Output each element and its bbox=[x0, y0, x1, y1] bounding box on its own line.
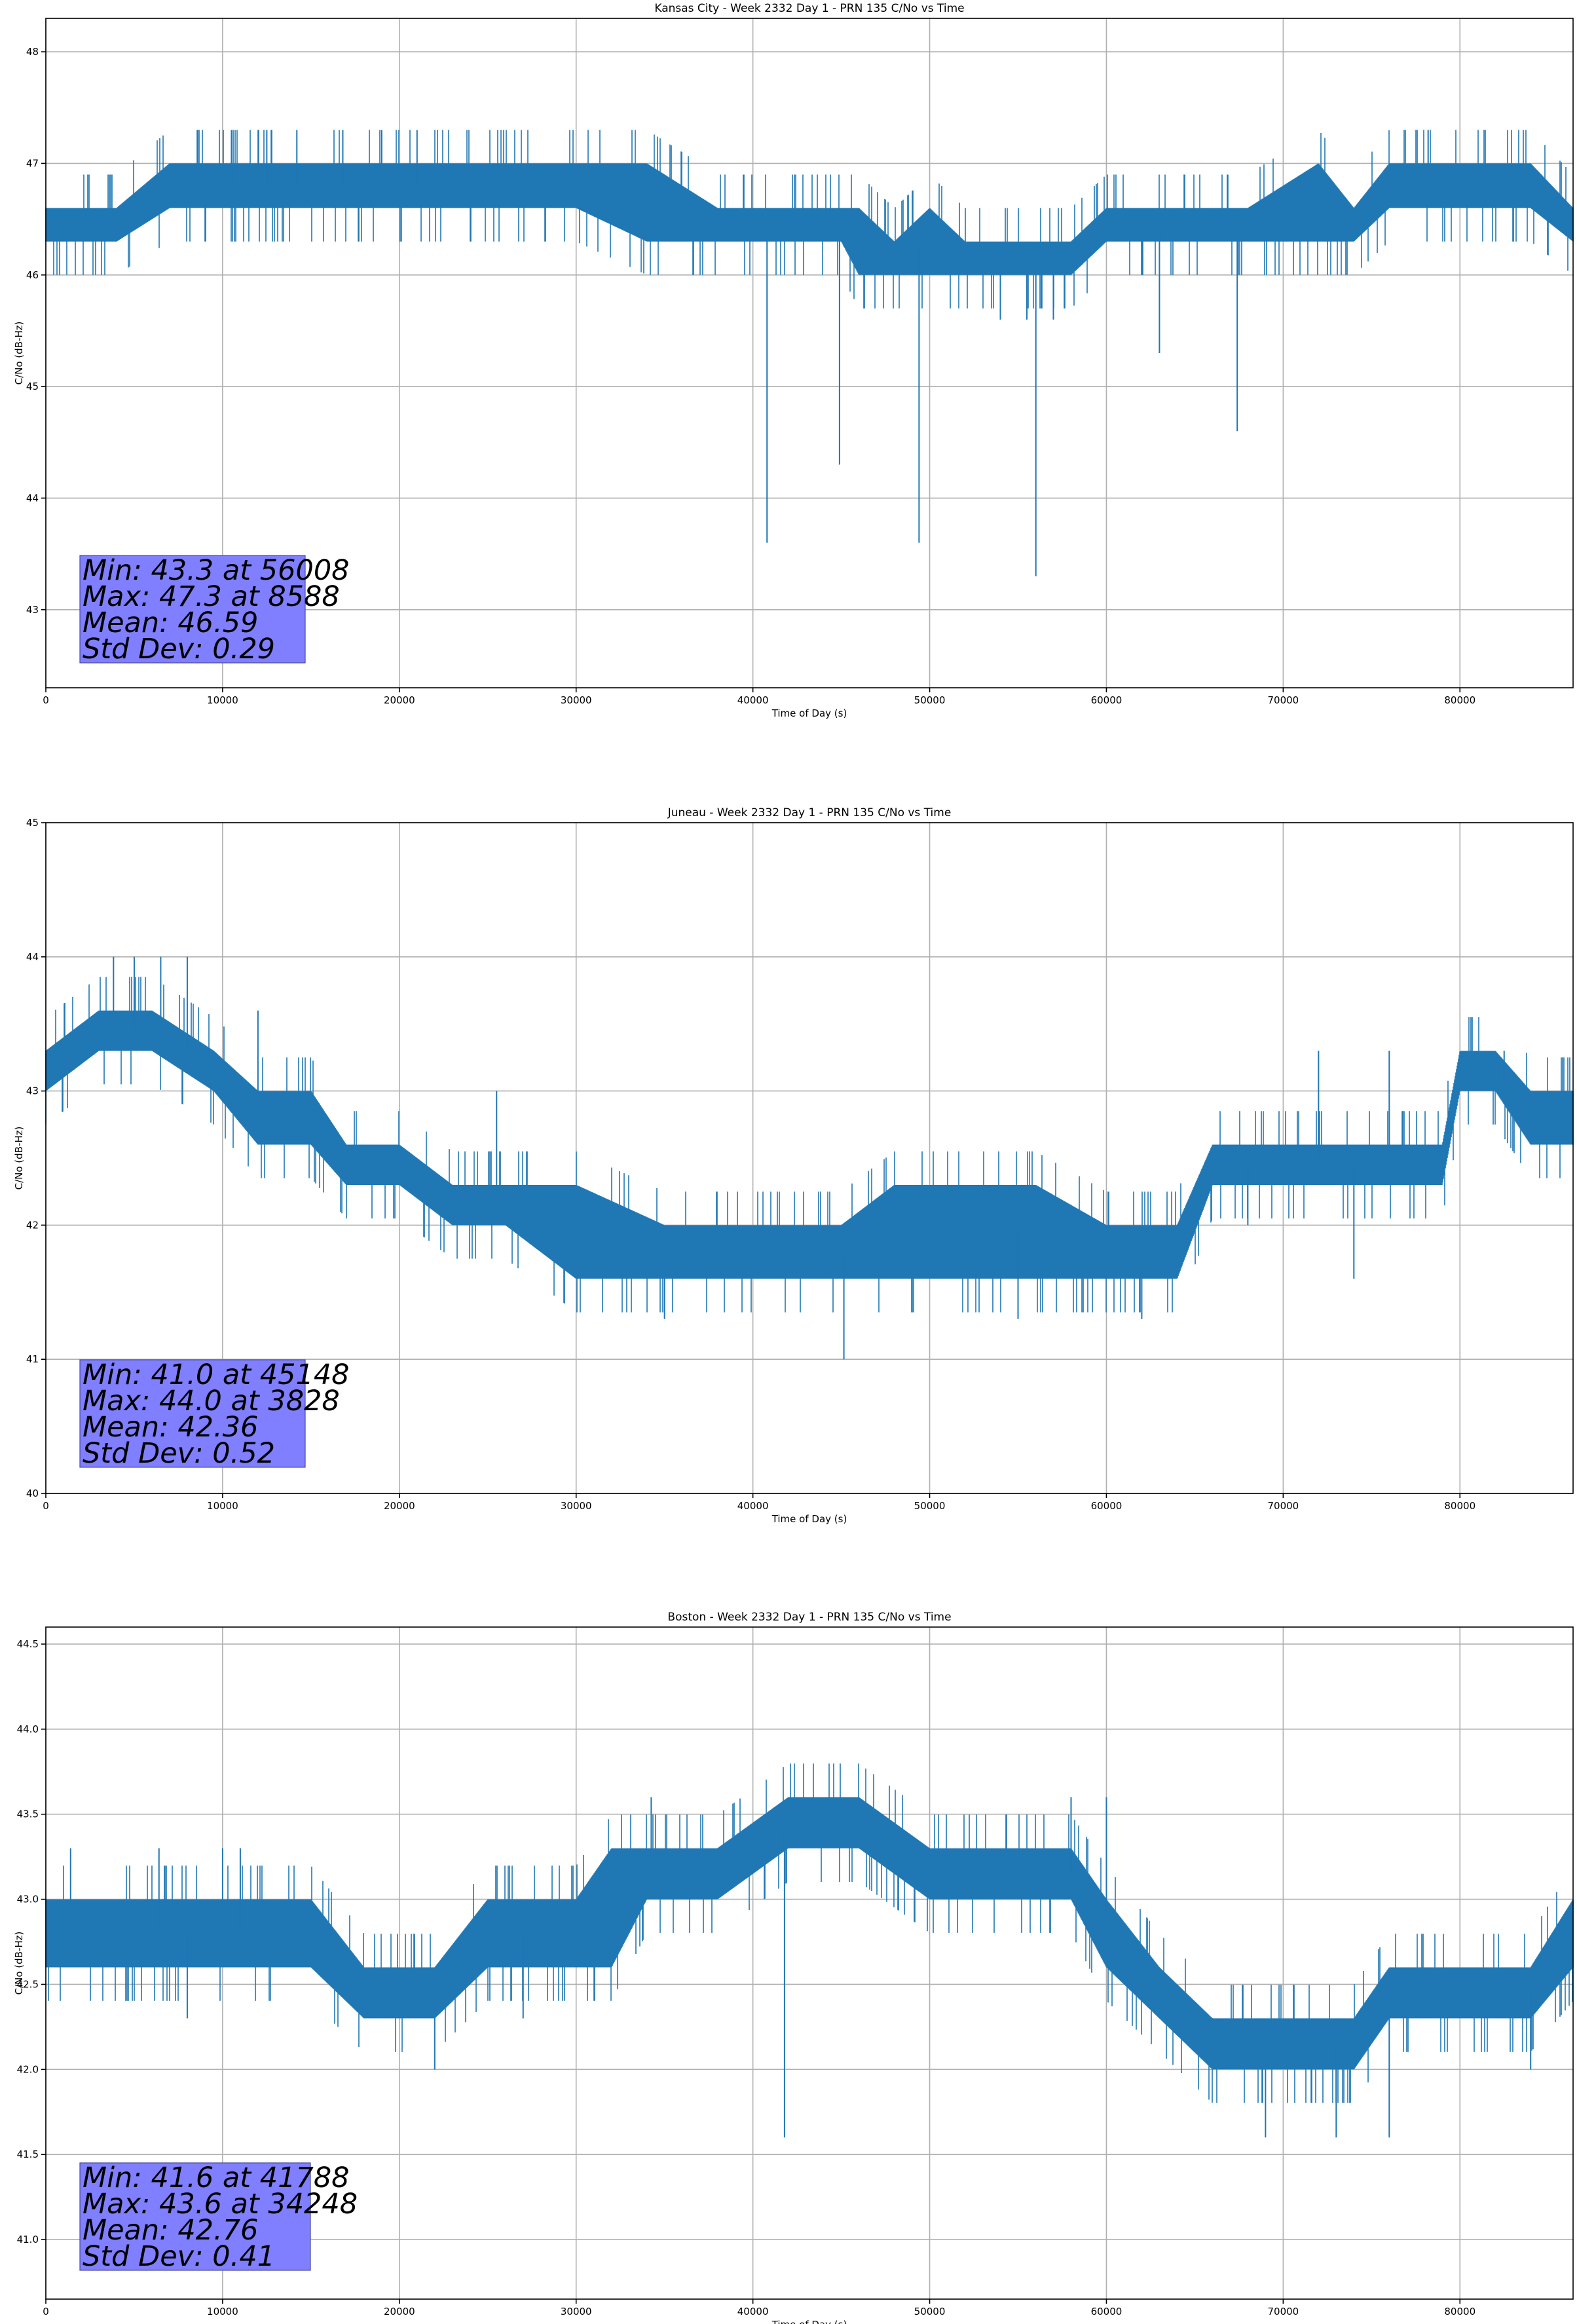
x-tick-label: 50000 bbox=[914, 694, 946, 706]
y-tick-label: 40 bbox=[26, 1488, 39, 1499]
x-tick-label: 30000 bbox=[561, 694, 592, 706]
y-tick-label: 42.5 bbox=[17, 1978, 39, 1990]
stats-std: Std Dev: 0.41 bbox=[83, 2240, 275, 2273]
stats-mean: Mean: 46.59 bbox=[83, 607, 258, 639]
y-tick-label: 43.0 bbox=[17, 1894, 39, 1905]
x-tick-label: 80000 bbox=[1444, 2306, 1475, 2317]
x-tick-label: 0 bbox=[43, 694, 49, 706]
y-tick-label: 41.5 bbox=[17, 2148, 39, 2160]
x-axis-label: Time of Day (s) bbox=[771, 1513, 847, 1525]
y-tick-label: 48 bbox=[26, 46, 39, 58]
x-tick-label: 80000 bbox=[1444, 1500, 1475, 1512]
y-tick-label: 43.5 bbox=[17, 1809, 39, 1820]
x-tick-label: 10000 bbox=[207, 1500, 238, 1512]
x-tick-label: 40000 bbox=[737, 1500, 769, 1512]
y-axis-label: C/No (dB-Hz) bbox=[13, 1932, 25, 1995]
chart-title: Boston - Week 2332 Day 1 - PRN 135 C/No … bbox=[667, 1611, 951, 1624]
chart-2: 0 10000 20000 30000 40000 50000 60000 70000 8000… bbox=[13, 806, 1574, 1525]
x-tick-label: 20000 bbox=[384, 694, 415, 706]
stats-mean: Mean: 42.36 bbox=[83, 1411, 258, 1444]
gridlines bbox=[45, 1627, 1573, 2299]
stats-min: Min: 41.6 at 41788 bbox=[83, 2162, 350, 2194]
y-tick-label: 44.5 bbox=[17, 1638, 39, 1650]
chart-title: Kansas City - Week 2332 Day 1 - PRN 135 … bbox=[654, 2, 964, 15]
x-tick-label: 40000 bbox=[737, 694, 769, 706]
x-tick-label: 10000 bbox=[207, 694, 238, 706]
y-tick-label: 43 bbox=[26, 604, 39, 616]
x-tick-label: 0 bbox=[43, 1500, 49, 1512]
stats-mean: Mean: 42.76 bbox=[83, 2214, 258, 2247]
chart-1: 0 10000 20000 30000 40000 50000 60000 70000 8000… bbox=[13, 2, 1574, 719]
y-axis-label: C/No (dB-Hz) bbox=[13, 1127, 25, 1190]
stats-box bbox=[79, 2162, 311, 2271]
series-line bbox=[45, 1763, 1574, 2138]
x-tick-label: 60000 bbox=[1091, 1500, 1122, 1512]
y-tick-label: 42.0 bbox=[17, 2063, 39, 2075]
stats-max: Max: 43.6 at 34248 bbox=[83, 2188, 358, 2221]
x-tick-label: 30000 bbox=[561, 1500, 592, 1512]
x-tick-label: 20000 bbox=[384, 1500, 415, 1512]
x-tick-label: 70000 bbox=[1267, 1500, 1299, 1512]
gridlines bbox=[45, 18, 1573, 688]
series-line bbox=[45, 956, 1574, 1360]
x-tick-label: 30000 bbox=[561, 2306, 592, 2317]
y-tick-label: 44.0 bbox=[17, 1723, 39, 1735]
stats-min: Min: 41.0 at 45148 bbox=[83, 1359, 350, 1391]
x-axis-label: Time of Day (s) bbox=[771, 2319, 847, 2324]
y-tick-label: 47 bbox=[26, 157, 39, 169]
x-tick-label: 50000 bbox=[914, 1500, 946, 1512]
axes-frame bbox=[45, 822, 1574, 1494]
x-tick-label: 70000 bbox=[1267, 694, 1299, 706]
chart-3: 0 10000 20000 30000 40000 50000 60000 70000 8000… bbox=[13, 1611, 1574, 2324]
y-tick-label: 42 bbox=[26, 1219, 39, 1231]
x-tick-label: 80000 bbox=[1444, 694, 1475, 706]
stats-max: Max: 47.3 at 8588 bbox=[83, 580, 340, 613]
stats-max: Max: 44.0 at 3828 bbox=[83, 1385, 340, 1417]
y-tick-label: 45 bbox=[26, 817, 39, 829]
x-tick-label: 0 bbox=[43, 2306, 49, 2317]
y-tick-label: 46 bbox=[26, 269, 39, 281]
x-tick-label: 20000 bbox=[384, 2306, 415, 2317]
x-tick-label: 10000 bbox=[207, 2306, 238, 2317]
y-tick-label: 41.0 bbox=[17, 2234, 39, 2245]
stats-std: Std Dev: 0.52 bbox=[83, 1437, 275, 1470]
x-axis-label: Time of Day (s) bbox=[771, 707, 847, 719]
x-tick-label: 60000 bbox=[1091, 2306, 1122, 2317]
axes-frame bbox=[45, 18, 1574, 688]
x-tick-label: 40000 bbox=[737, 2306, 769, 2317]
y-tick-label: 43 bbox=[26, 1085, 39, 1097]
chart-title: Juneau - Week 2332 Day 1 - PRN 135 C/No … bbox=[667, 806, 952, 819]
y-tick-label: 45 bbox=[26, 381, 39, 392]
x-tick-label: 50000 bbox=[914, 2306, 946, 2317]
stats-std: Std Dev: 0.29 bbox=[83, 633, 275, 665]
stats-min: Min: 43.3 at 56008 bbox=[83, 554, 350, 587]
y-tick-label: 41 bbox=[26, 1353, 39, 1365]
x-tick-label: 60000 bbox=[1091, 694, 1122, 706]
y-tick-label: 44 bbox=[26, 492, 39, 504]
stats-box bbox=[79, 1359, 306, 1468]
stats-box bbox=[79, 555, 306, 664]
y-tick-label: 44 bbox=[26, 951, 39, 963]
x-tick-label: 70000 bbox=[1267, 2306, 1299, 2317]
axes-frame bbox=[45, 1626, 1574, 2300]
y-axis-label: C/No (dB-Hz) bbox=[13, 322, 25, 385]
